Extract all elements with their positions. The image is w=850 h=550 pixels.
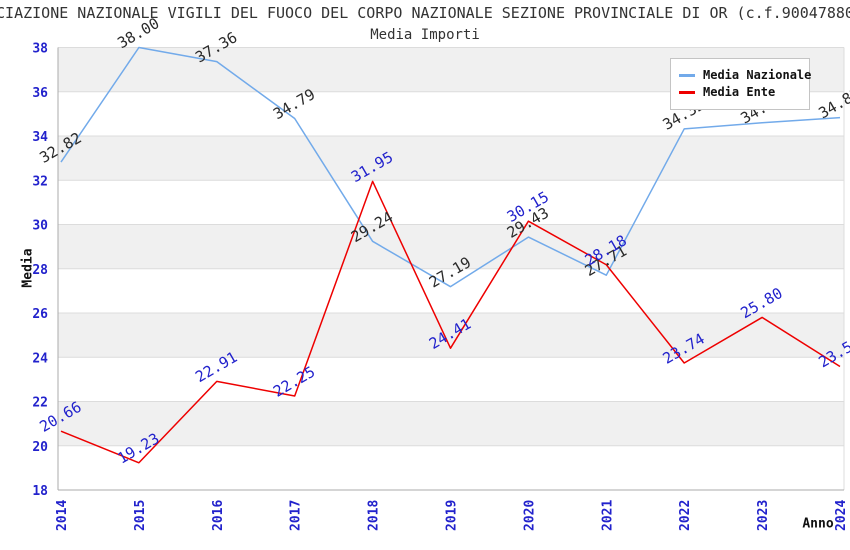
- legend-label-nazionale: Media Nazionale: [703, 68, 812, 82]
- y-tick-label: 24: [32, 351, 48, 366]
- y-tick-label: 36: [32, 86, 48, 101]
- y-tick-label: 34: [32, 130, 48, 145]
- series-line-media-nazionale: [60, 46, 841, 288]
- chart-title: CIAZIONE NAZIONALE VIGILI DEL FUOCO DEL …: [0, 4, 850, 22]
- y-tick-label: 32: [32, 174, 48, 189]
- y-tick-label: 26: [32, 307, 48, 322]
- y-tick-label: 38: [32, 42, 48, 57]
- point-label: 22.25: [270, 363, 318, 401]
- y-tick-label: 22: [32, 396, 48, 411]
- legend-item-media-ente: Media Ente: [679, 85, 805, 99]
- series-line-media-ente: [60, 180, 841, 464]
- x-axis-title: Anno: [802, 516, 834, 532]
- plot-band: [58, 401, 844, 446]
- x-tick-label: 2015: [133, 500, 148, 531]
- plot-band: [58, 313, 844, 358]
- x-tick-label: 2017: [289, 500, 304, 531]
- legend-label-ente: Media Ente: [703, 85, 776, 99]
- y-axis-title: Media: [20, 248, 36, 288]
- legend-swatch-nazionale: [679, 73, 695, 77]
- x-tick-label: 2014: [55, 500, 70, 531]
- chart-subtitle: Media Importi: [370, 27, 480, 43]
- plot-band: [58, 136, 844, 181]
- y-tick-label: 28: [32, 263, 48, 278]
- x-tick-label: 2018: [367, 500, 382, 531]
- x-tick-label: 2020: [522, 500, 537, 531]
- legend-item-media-nazionale: Media Nazionale: [679, 68, 811, 82]
- x-tick-label: 2023: [756, 500, 771, 531]
- x-tick-label: 2021: [600, 500, 615, 531]
- plot-band: [58, 224, 844, 269]
- y-tick-label: 20: [32, 440, 48, 455]
- x-tick-label: 2024: [834, 500, 849, 531]
- point-label: 38.00: [114, 14, 162, 52]
- legend: Media Nazionale Media Ente: [670, 58, 811, 110]
- x-tick-label: 2022: [678, 500, 693, 531]
- x-tick-label: 2019: [445, 500, 460, 531]
- y-tick-label: 30: [32, 219, 48, 234]
- y-tick-label: 18: [32, 484, 48, 499]
- x-tick-label: 2016: [211, 500, 226, 531]
- legend-swatch-ente: [679, 90, 695, 94]
